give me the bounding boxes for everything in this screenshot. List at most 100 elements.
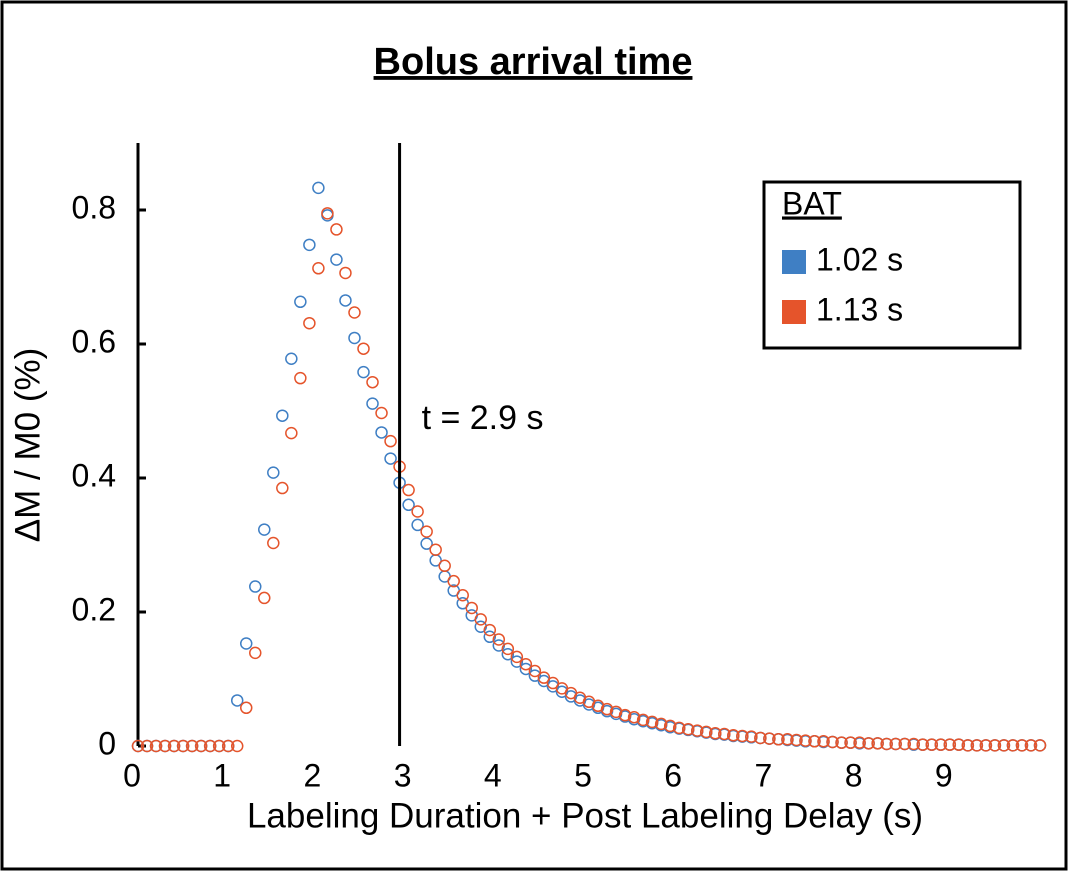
y-axis-label: ΔM / M0 (%) <box>8 348 47 542</box>
marker <box>1033 739 1047 752</box>
marker <box>844 736 857 749</box>
marker <box>537 671 551 684</box>
marker <box>627 710 641 724</box>
marker <box>636 713 650 727</box>
marker <box>853 736 866 749</box>
marker <box>384 434 397 448</box>
legend-label: 1.02 s <box>816 241 903 277</box>
marker <box>898 737 911 751</box>
marker <box>916 738 929 751</box>
marker <box>330 223 343 236</box>
x-tick-label: 3 <box>394 757 412 793</box>
marker <box>212 739 226 753</box>
marker <box>600 702 614 716</box>
marker <box>528 664 542 678</box>
marker <box>907 737 920 751</box>
marker <box>618 708 632 722</box>
marker <box>862 737 875 750</box>
marker <box>258 591 271 605</box>
chart-title: Bolus arrival time <box>374 41 693 83</box>
marker <box>474 613 488 626</box>
marker <box>772 733 785 746</box>
marker <box>276 409 289 422</box>
legend-swatch <box>782 250 806 274</box>
marker <box>294 295 307 309</box>
legend-title: BAT <box>782 185 842 221</box>
y-tick-label: 0.8 <box>72 189 116 225</box>
marker <box>979 739 993 752</box>
marker <box>709 727 722 740</box>
marker <box>483 623 497 637</box>
marker <box>131 739 145 753</box>
marker <box>239 637 253 650</box>
marker <box>519 658 533 671</box>
marker <box>934 738 948 751</box>
marker <box>267 466 280 479</box>
marker <box>249 580 262 593</box>
marker <box>420 537 433 550</box>
marker <box>303 316 316 330</box>
annotation: t = 2.9 s <box>422 399 544 437</box>
x-tick-label: 2 <box>304 757 322 793</box>
marker <box>736 729 749 743</box>
marker <box>537 674 551 688</box>
marker <box>988 739 1002 752</box>
marker <box>167 739 181 753</box>
marker <box>690 724 704 737</box>
marker <box>402 498 415 512</box>
x-tick-label: 7 <box>755 757 773 793</box>
marker <box>456 589 469 602</box>
marker <box>239 701 253 715</box>
marker <box>510 655 524 668</box>
y-tick-label: 0 <box>98 725 116 761</box>
marker <box>402 483 415 497</box>
marker <box>411 518 424 532</box>
marker <box>420 525 433 538</box>
marker <box>880 737 893 751</box>
marker <box>808 735 821 748</box>
x-tick-label: 6 <box>664 757 682 793</box>
series <box>131 207 1047 753</box>
x-tick-label: 5 <box>574 757 592 793</box>
marker <box>997 739 1011 752</box>
marker <box>438 559 451 573</box>
x-tick-label: 8 <box>845 757 863 793</box>
x-tick-label: 4 <box>484 757 502 793</box>
marker <box>321 207 334 220</box>
marker <box>312 181 325 195</box>
marker <box>970 739 984 752</box>
marker <box>501 647 515 661</box>
marker <box>952 738 966 751</box>
marker <box>871 737 884 750</box>
marker <box>149 739 163 753</box>
legend-box <box>762 180 1022 350</box>
marker <box>700 725 713 739</box>
x-tick-label: 9 <box>935 757 953 793</box>
marker <box>528 669 542 682</box>
y-tick-label: 0.6 <box>72 323 116 359</box>
marker <box>348 331 361 345</box>
marker <box>312 262 325 275</box>
marker <box>745 730 758 743</box>
marker <box>158 739 172 753</box>
marker <box>285 426 298 440</box>
marker <box>681 723 695 736</box>
marker <box>366 375 379 389</box>
marker <box>203 739 217 753</box>
marker <box>483 630 497 644</box>
marker <box>411 505 424 518</box>
marker <box>790 733 803 747</box>
marker <box>339 266 352 280</box>
marker <box>1015 739 1029 752</box>
marker <box>672 721 686 735</box>
marker <box>348 306 361 319</box>
marker <box>654 717 668 731</box>
marker <box>826 735 839 749</box>
x-tick-label: 0 <box>123 757 141 793</box>
marker <box>727 729 740 742</box>
marker <box>763 732 776 745</box>
marker <box>501 642 515 656</box>
marker <box>754 731 767 745</box>
marker <box>176 739 190 753</box>
